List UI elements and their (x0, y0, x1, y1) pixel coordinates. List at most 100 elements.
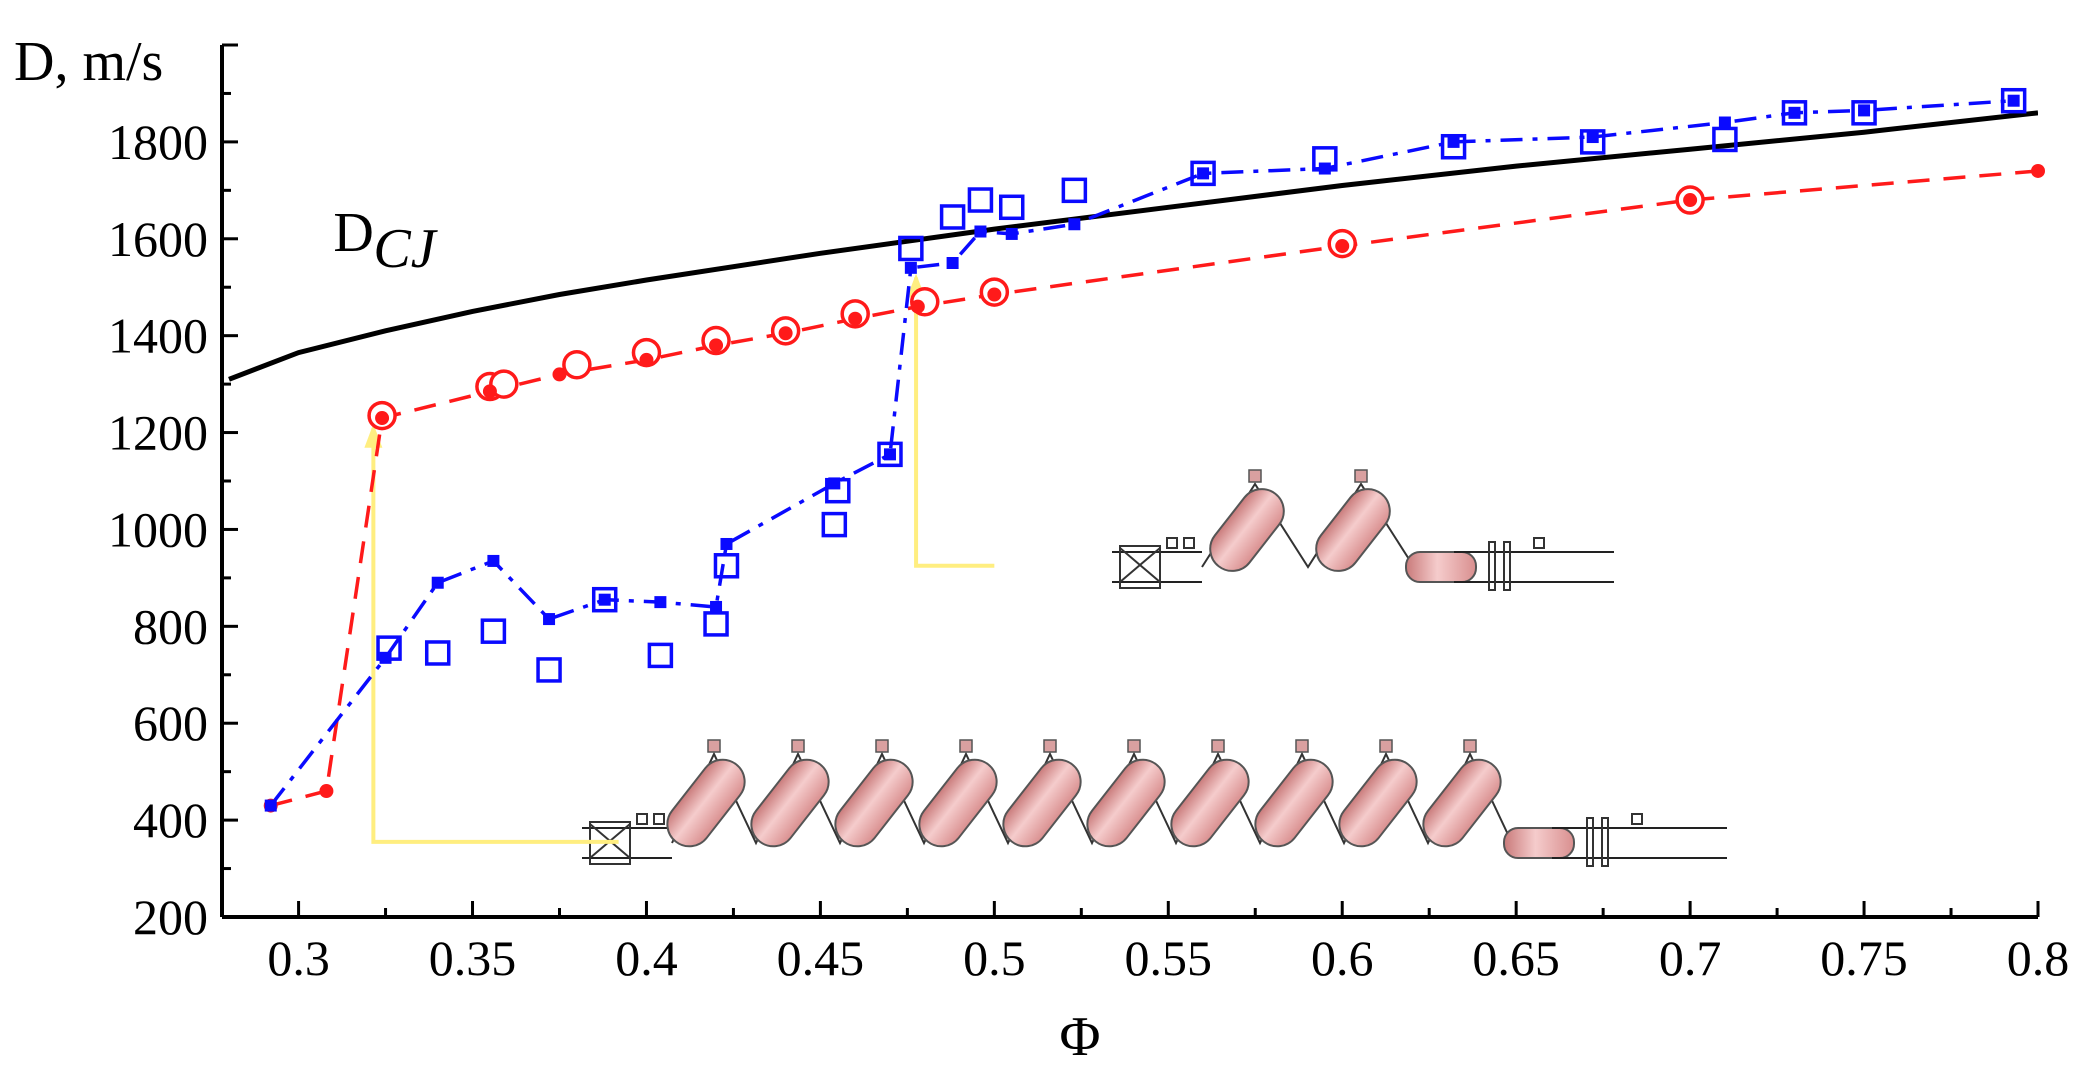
blue-open-square (998, 194, 1025, 221)
blue-open-square (1781, 100, 1808, 126)
x-tick-label: 0.5 (963, 930, 1026, 986)
inset-tail-tube (1405, 551, 1477, 583)
inset-cap (875, 739, 889, 753)
x-tick-label: 0.45 (777, 930, 865, 986)
blue-filled-square (828, 477, 841, 490)
inset-tube-segment (750, 758, 830, 848)
blue-open-square (1061, 177, 1088, 204)
x-tick-label: 0.7 (1659, 930, 1722, 986)
red-filled-circle (319, 784, 334, 799)
inset-flange (1586, 817, 1594, 867)
inset-cap (1127, 739, 1141, 753)
inset-cap (707, 739, 721, 753)
red-filled-circle (910, 299, 925, 314)
blue-filled-square (598, 593, 611, 606)
blue-filled-square (946, 257, 959, 269)
blue-open-square (480, 618, 507, 644)
inset-flange (1488, 541, 1496, 591)
blue-filled-square (974, 225, 987, 238)
red-filled-circle (848, 311, 863, 326)
inset-tube-segment (1338, 758, 1418, 848)
series-line-dcj (228, 110, 2038, 382)
arrow-line (371, 427, 619, 844)
blue-filled-square (1718, 116, 1731, 129)
blue-filled-square (1005, 227, 1018, 240)
blue-open-square (1579, 129, 1606, 155)
inset-cap (1295, 739, 1309, 753)
red-filled-circle (778, 326, 793, 341)
y-tick-label: 800 (133, 598, 208, 654)
inset-tail-tube (1503, 827, 1575, 859)
x-tick-label: 0.8 (2007, 930, 2070, 986)
blue-filled-square (431, 576, 444, 589)
x-tick-label: 0.35 (429, 930, 517, 986)
blue-filled-square (883, 448, 896, 461)
red-filled-circle (1683, 193, 1698, 208)
red-filled-circle-markers (263, 163, 2045, 813)
blue-filled-square-markers (264, 94, 2020, 812)
blue-open-square (1440, 133, 1467, 160)
inset-cap (959, 739, 973, 753)
inset-tube-segment (1002, 758, 1082, 848)
x-tick-label: 0.6 (1311, 930, 1374, 986)
x-tick-label: 0.65 (1472, 930, 1560, 986)
blue-filled-square (1586, 131, 1599, 144)
dcj-label-main: D (333, 202, 373, 264)
inset-tube-segment (918, 758, 998, 848)
dcj-label: D CJ (333, 202, 438, 280)
inset-bolt (653, 813, 665, 825)
blue-filled-square (543, 613, 556, 626)
x-axis-ticks (297, 901, 2040, 917)
blue-open-square (424, 640, 451, 666)
blue-filled-square (1858, 104, 1871, 117)
y-tick-label: 200 (133, 889, 208, 945)
long-tube-schematic (582, 739, 1727, 867)
blue-filled-square (654, 596, 667, 609)
transition-arrows (364, 273, 995, 844)
y-tick-label: 1600 (108, 211, 208, 267)
inset-cap (1379, 739, 1393, 753)
blue-open-square (591, 586, 618, 613)
blue-filled-square (487, 554, 500, 567)
y-axis-tick-labels: 200 400 600 800 1000 1200 1400 1600 1800 (108, 114, 208, 945)
inset-flange (1601, 817, 1609, 867)
inset-tube-segment (1254, 758, 1334, 848)
blue-filled-square (720, 537, 733, 550)
blue-open-square (821, 511, 848, 538)
inset-tube-segment (1170, 758, 1250, 848)
blue-open-square (898, 235, 924, 262)
blue-open-square (939, 204, 966, 230)
blue-open-square (2000, 87, 2027, 114)
blue-open-square (713, 553, 740, 579)
blue-open-square (1190, 160, 1216, 187)
x-axis-title: Φ (1060, 1006, 1101, 1068)
blue-filled-square (264, 799, 277, 812)
inset-flange (1503, 541, 1511, 591)
x-axis-tick-labels: 0.3 0.35 0.4 0.45 0.5 0.55 0.6 0.65 0.7 0.75 0.8 (267, 930, 2069, 986)
inset-cap (1354, 469, 1368, 483)
arrow-line (914, 277, 995, 568)
blue-open-square (1851, 100, 1877, 126)
blue-open-square (647, 642, 674, 669)
inset-cap (1463, 739, 1477, 753)
red-filled-circle (1335, 239, 1350, 254)
inset-bolt (636, 813, 648, 825)
inset-bolt (1533, 537, 1545, 549)
blue-open-square (967, 187, 994, 213)
inset-cap (1043, 739, 1057, 753)
blue-open-square (536, 657, 562, 683)
red-open-circle (489, 369, 519, 399)
blue-filled-square (1318, 162, 1331, 175)
blue-filled-square (1068, 218, 1081, 231)
y-axis-ticks (222, 43, 238, 919)
x-tick-label: 0.75 (1820, 930, 1908, 986)
x-tick-label: 0.3 (267, 930, 330, 986)
inset-fitting (1119, 547, 1161, 583)
y-tick-label: 1200 (108, 405, 208, 461)
y-tick-label: 1000 (108, 501, 208, 557)
y-tick-label: 1400 (108, 308, 208, 364)
inset-tube-segment (1209, 488, 1285, 572)
inset-bolt (1631, 813, 1643, 825)
red-filled-circle (552, 367, 567, 382)
